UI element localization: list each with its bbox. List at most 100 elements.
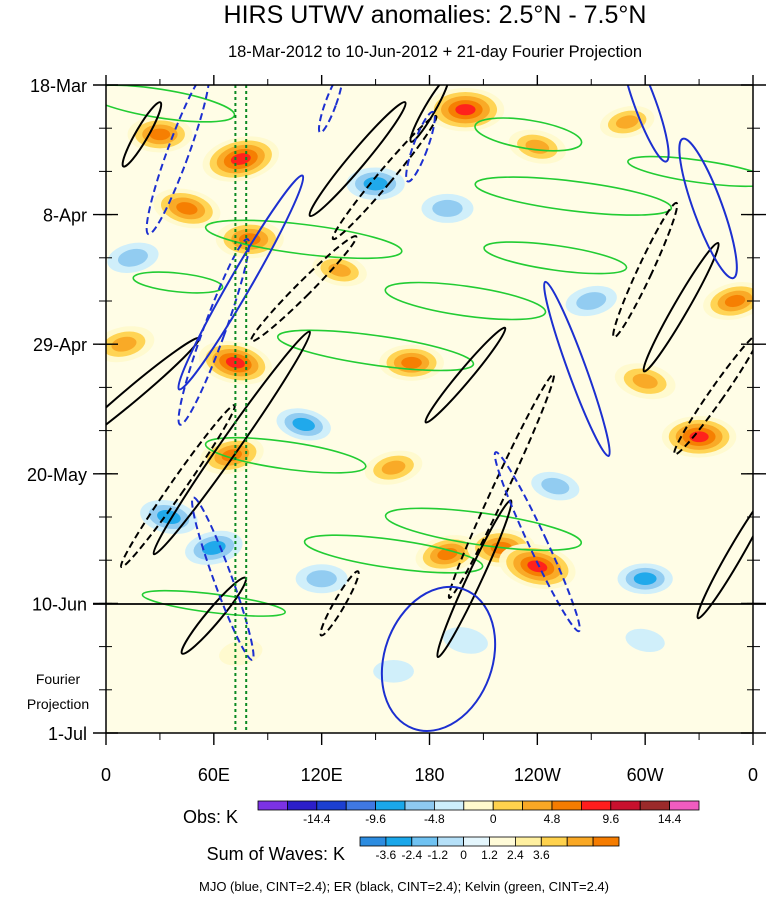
colorbar-cell [639,800,671,811]
colorbar-cell [257,800,288,811]
x-tick-label: 120W [514,765,561,785]
y-tick-label: 20-May [27,465,87,485]
anomaly-blob [202,540,226,555]
colorbar-cell [669,800,700,811]
y-tick-label: 29-Apr [33,335,87,355]
anomaly-blob [576,292,607,310]
colorbar-tick-label: 14.4 [658,812,682,826]
chart-title: HIRS UTWV anomalies: 2.5°N - 7.5°N [224,1,647,29]
er-contour [152,330,312,556]
colorbar-cell [551,800,582,811]
er-contour [331,114,438,241]
colorbar-cell [492,800,524,811]
kelvin-contour [204,436,367,474]
mjo-contour [191,496,255,661]
anomaly-blob [527,560,548,573]
anomaly-blob [306,570,337,588]
colorbar-cell [359,836,387,847]
y-tick-label: 8-Apr [43,206,87,226]
y-tick-label: 18-Mar [30,76,87,96]
er-contour [409,85,450,143]
obs-colorbar-label: Obs: K [183,807,238,827]
x-tick-label: 0 [748,765,758,785]
er-contour [424,326,507,424]
colorbar-cell [411,836,439,847]
anomaly-blob [615,115,639,129]
mjo-contour [380,585,497,732]
kelvin-contour [303,534,484,574]
colorbar-cell [437,836,465,847]
mjo-contour [405,110,436,183]
anomaly-blob [625,628,665,653]
x-tick-label: 120E [301,765,343,785]
kelvin-contour [483,241,628,275]
mjo-contour [177,238,251,426]
colorbar-cell [522,800,553,811]
er-contour [121,101,163,168]
colorbar-cell [463,800,494,811]
anomaly-blob [230,153,251,165]
anomaly-blob [373,659,414,683]
colorbar-tick-label: 1.2 [481,848,498,862]
er-contour [642,241,720,373]
colorbar-tick-label: 4.8 [544,812,561,826]
colorbar-cell [404,800,435,811]
colorbar-tick-label: 0 [460,848,467,862]
colorbar-cell [385,836,413,847]
footer-legend: MJO (blue, CINT=2.4); ER (black, CINT=2.… [199,879,609,894]
er-contour [308,101,407,218]
anomaly-blob [689,431,709,443]
colorbar-tick-label: -14.4 [303,812,331,826]
projection-label-line1: Fourier [36,671,81,687]
colorbar-cell [375,800,406,811]
mjo-contour [317,85,344,134]
plot-background [106,85,753,733]
x-tick-label: 60E [198,765,230,785]
er-contour [673,331,753,456]
anomaly-blob [724,294,746,308]
er-contour [436,499,513,659]
colorbar-cell [286,800,318,811]
mjo-contour [620,85,670,163]
anomaly-blob [292,417,315,432]
anomaly-blob [176,202,198,215]
colorbar-cell [433,800,465,811]
anomaly-blob [117,248,148,267]
anomaly-blob [381,460,406,475]
anomaly-blob [455,104,476,116]
x-tick-label: 0 [101,765,111,785]
kelvin-contour [141,589,286,617]
anomaly-blob [633,572,657,586]
anomaly-blob [363,177,388,191]
kelvin-contour [204,219,403,260]
anomaly-blob [401,356,422,369]
er-contour [250,235,358,343]
kelvin-contour [474,117,583,152]
colorbar-cell [345,800,377,811]
colorbar-tick-label: 2.4 [507,848,524,862]
anomaly-blob [432,199,463,217]
colorbar-cell [489,836,516,847]
anomaly-blob [111,336,137,352]
mjo-contour [678,137,738,280]
x-tick-label: 180 [414,765,444,785]
colorbar-tick-label: -1.2 [427,848,448,862]
kelvin-contour [276,329,475,372]
y-tick-label: 1-Jul [48,724,87,744]
colorbar-cell [515,836,542,847]
kelvin-contour [627,155,753,188]
colorbar-cell [566,836,594,847]
colorbar-cell [592,836,620,847]
er-contour [696,488,753,620]
colorbar-tick-label: -9.6 [365,812,386,826]
obs-colorbar: -14.4 -9.6 -4.8 0 4.8 9.6 14.4 [257,800,700,826]
waves-colorbar-label: Sum of Waves: K [207,844,345,864]
anomaly-blob [541,477,570,495]
kelvin-contour [384,281,547,321]
er-contour [447,373,555,599]
colorbar-cell [581,800,612,811]
colorbar-tick-label: 3.6 [533,848,550,862]
mjo-contour [145,85,211,236]
colorbar-cell [316,800,347,811]
